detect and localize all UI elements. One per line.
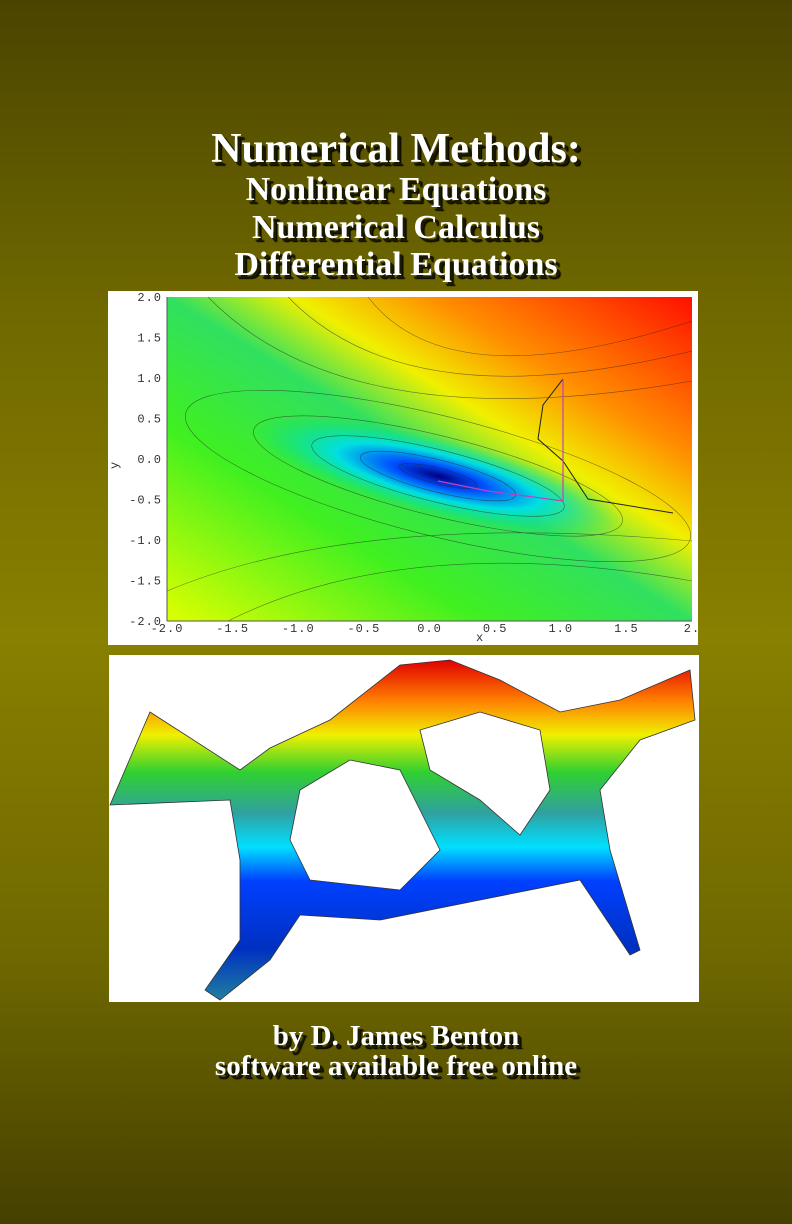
x-tick-label: -1.5	[216, 622, 249, 636]
x-tick-label: 1.5	[614, 622, 639, 636]
x-label: x	[476, 631, 484, 645]
y-tick-label: -0.5	[129, 494, 162, 508]
subtitle: Nonlinear Equations	[245, 171, 547, 208]
y-tick-label: 2.0	[137, 291, 162, 305]
author: by D. James Benton	[272, 1020, 520, 1052]
valley	[253, 415, 623, 537]
y-tick-label: 1.0	[137, 372, 162, 386]
x-tick-label: 2.	[684, 622, 698, 636]
y-tick-label: 1.5	[137, 332, 162, 346]
y-tick-label: -2.0	[129, 615, 162, 629]
x-tick-label: 0.5	[483, 622, 508, 636]
x-tick-label: 0.0	[417, 622, 442, 636]
y-tick-label: 0.5	[137, 413, 162, 427]
flow-image	[109, 655, 699, 1002]
y-label: y	[108, 461, 122, 469]
x-tick-label: -0.5	[347, 622, 380, 636]
note: software available free online	[214, 1050, 578, 1082]
y-tick-label: -1.5	[129, 575, 162, 589]
path	[537, 378, 674, 514]
contour-plot: y x 2.0 1.5 1.0 0.5 0.0 -0.5 -1.0 -1.5 -2.0-2.0 -…	[108, 291, 698, 645]
title: Numerical Methods:	[211, 126, 581, 172]
x-tick-label: -1.0	[282, 622, 315, 636]
subtitle: Differential Equations	[234, 246, 558, 283]
y-tick-label: -1.0	[129, 534, 162, 548]
x-tick-label: -2.0	[151, 622, 184, 636]
contours	[166, 296, 693, 622]
subtitle: Numerical Calculus	[251, 209, 541, 246]
x-tick-label: 1.0	[548, 622, 573, 636]
y-tick-label: 0.0	[137, 453, 162, 467]
hole	[419, 711, 551, 836]
hole	[289, 759, 441, 891]
path	[437, 379, 564, 502]
